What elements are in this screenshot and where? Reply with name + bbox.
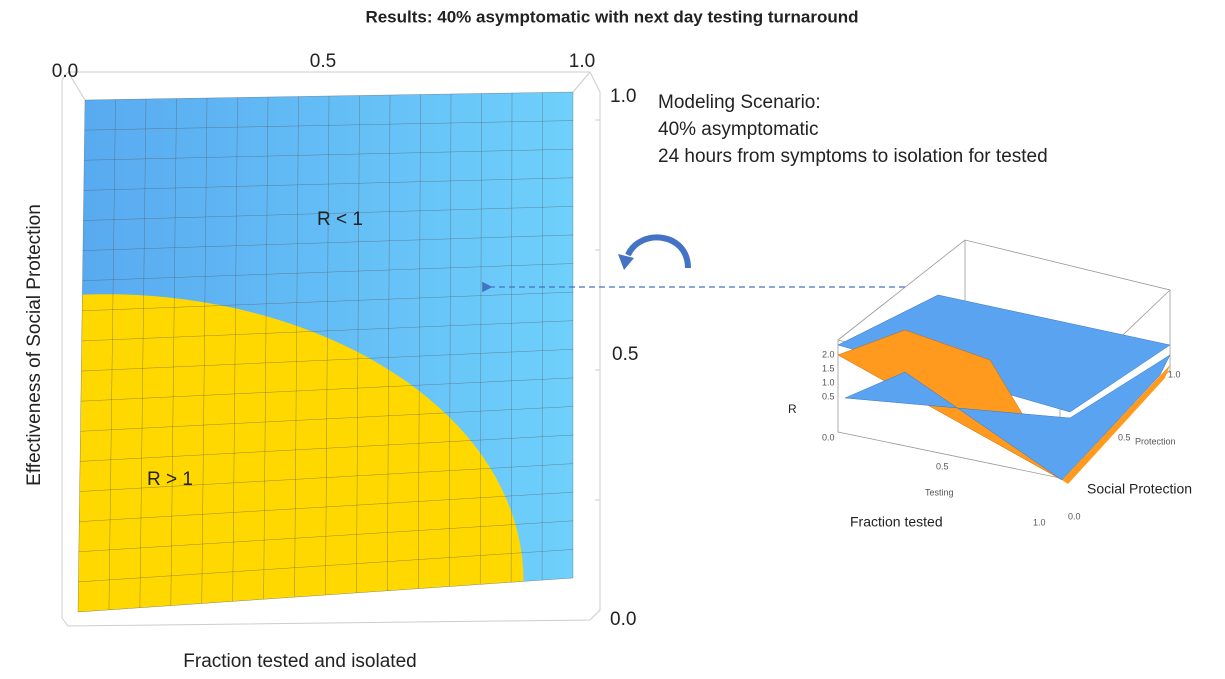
scenario-heading: Modeling Scenario: [658,92,821,113]
mesh-line [79,463,574,492]
inset-testing-tick: 0.5 [936,461,949,471]
mesh-line [79,491,574,522]
mesh-line [263,96,269,600]
mesh-line [387,94,391,591]
y-axis-label: Effectiveness of Social Protection [24,204,45,486]
mesh-line [81,320,574,342]
x-axis-label: Fraction tested and isolated [183,651,416,672]
inset-orange-edge [1062,365,1170,484]
scenario-line: 24 hours from symptoms to isolation for … [658,146,1048,167]
inset-z-tick: 2.0 [822,349,835,359]
mesh-line [84,91,574,101]
inset-protection-tick: 0.5 [1118,432,1131,442]
title: Results: 40% asymptomatic with next day … [365,7,858,26]
mesh-line [294,96,299,598]
mesh-line [479,93,482,585]
right-tick: 0.5 [612,344,638,365]
mesh-line [170,98,177,606]
inset-protection-tick: 0.0 [1068,511,1081,521]
inset-z-tick: 0.5 [822,391,835,401]
mesh-line [83,177,574,191]
mesh-line [201,97,208,604]
surface [77,91,574,613]
right-tick: 1.0 [610,86,636,107]
mesh-line [78,549,574,583]
inset-plane-front [844,354,1171,481]
top-tick: 1.0 [569,51,595,72]
mesh-line [82,291,574,312]
mesh-line [356,95,360,593]
plot-frame [61,71,601,627]
mesh-line [77,577,574,613]
mesh-line [82,234,574,251]
region-label: R > 1 [147,469,193,490]
mesh-line [80,434,574,462]
right-tick: 0.0 [610,609,636,630]
region-label: R < 1 [317,209,363,230]
mesh-line [449,93,452,587]
inset-protection-label: Protection [1135,436,1176,446]
inset-z-tick: 1.0 [822,377,835,387]
inset-z-label: R [788,402,797,416]
inset-z-tick: 0.0 [822,432,835,442]
mesh-line [418,94,421,589]
inset-testing-tick: 1.0 [1033,517,1046,527]
rotate-arrow [625,234,691,269]
mesh-line [77,99,86,613]
mesh-line [78,520,574,553]
mesh-line [325,95,330,596]
mesh-line [83,206,574,221]
mesh-line [80,406,574,432]
mesh-line [139,98,147,608]
inset-protection-tick: 1.0 [1168,369,1181,379]
inset-testing-label: Testing [925,487,954,497]
mesh-line [108,99,116,610]
top-tick: 0.5 [310,51,336,72]
mesh-line [82,263,574,281]
rotate-arrowhead [618,254,634,270]
inset-z-tick: 1.5 [822,363,835,373]
mesh-line [510,92,513,583]
mesh-line [81,349,574,372]
mesh-line [84,120,574,131]
mesh-line [232,97,238,602]
yellow-region [78,294,524,612]
inset-y-caption: Social Protection [1087,481,1192,497]
scenario-line: 40% asymptomatic [658,119,819,140]
top-tick: 0.0 [52,61,78,82]
mesh-line [84,148,574,161]
mesh-line [80,377,574,402]
inset-x-caption: Fraction tested [850,514,943,530]
